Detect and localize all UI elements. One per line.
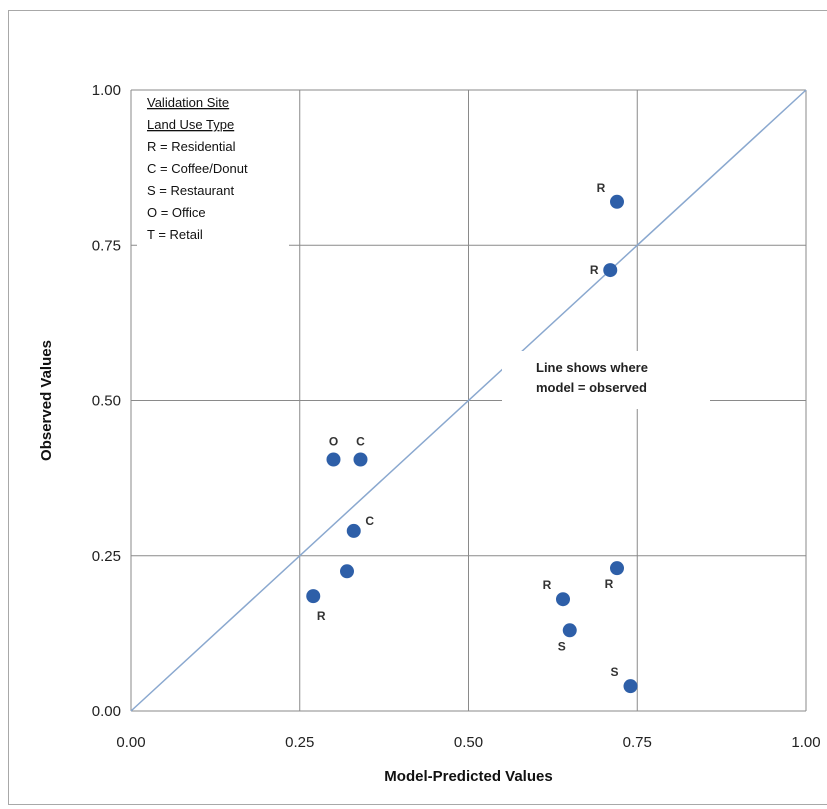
data-point <box>353 452 368 467</box>
data-points: R R O C C R R R S S <box>306 181 638 694</box>
data-point <box>610 194 624 209</box>
legend-entry: S = Restaurant <box>147 183 234 198</box>
data-point-label: S <box>558 639 566 653</box>
x-tick-label: 0.00 <box>116 734 145 751</box>
grid-lines <box>130 89 807 712</box>
scatter-chart: Validation Site Land Use Type R = Resident… <box>38 82 821 785</box>
data-point <box>603 263 618 278</box>
annotation-line: model = observed <box>536 380 647 395</box>
data-point <box>306 589 321 604</box>
data-point <box>326 452 341 467</box>
y-axis-label: Observed Values <box>38 340 55 461</box>
data-point-label: C <box>356 434 365 448</box>
x-tick-label: 0.25 <box>285 734 314 751</box>
y-tick-labels: 0.00 0.25 0.50 0.75 1.00 <box>92 82 121 720</box>
data-point <box>340 564 354 579</box>
annotation-line: Line shows where <box>536 360 648 375</box>
y-tick-label: 0.50 <box>92 393 121 410</box>
legend-background <box>137 93 289 247</box>
data-point-label: R <box>590 263 599 277</box>
data-point-label: R <box>597 181 606 195</box>
data-point-label: R <box>317 609 326 623</box>
legend: Validation Site Land Use Type R = Resident… <box>147 95 248 242</box>
legend-title-line: Land Use Type <box>147 117 234 132</box>
legend-entry: C = Coffee/Donut <box>147 161 248 176</box>
annotation-background <box>502 351 710 409</box>
data-point <box>610 561 624 576</box>
x-tick-labels: 0.00 0.25 0.50 0.75 1.00 <box>116 734 820 751</box>
y-tick-label: 0.25 <box>92 548 121 565</box>
legend-entry: R = Residential <box>147 139 236 154</box>
data-point-label: R <box>605 577 614 591</box>
data-point <box>556 592 570 607</box>
y-tick-label: 0.75 <box>92 237 121 254</box>
x-tick-label: 0.50 <box>454 734 483 751</box>
chart-frame: Validation Site Land Use Type R = Resident… <box>8 10 827 805</box>
legend-title-line: Validation Site <box>147 95 229 110</box>
data-point-label: S <box>610 665 618 679</box>
legend-entry: T = Retail <box>147 227 203 242</box>
x-tick-label: 1.00 <box>791 734 820 751</box>
data-point-label: R <box>543 578 552 592</box>
x-tick-label: 0.75 <box>623 734 652 751</box>
y-tick-label: 1.00 <box>92 82 121 99</box>
data-point <box>346 523 361 538</box>
reference-line-y-equals-x <box>130 89 807 712</box>
data-point-label: C <box>365 514 374 528</box>
legend-entry: O = Office <box>147 205 206 220</box>
data-point <box>562 623 577 638</box>
data-point-label: O <box>329 434 338 448</box>
x-axis-label: Model-Predicted Values <box>384 768 552 785</box>
annotation: Line shows where model = observed <box>536 360 648 395</box>
y-tick-label: 0.00 <box>92 703 121 720</box>
data-point <box>623 679 638 694</box>
